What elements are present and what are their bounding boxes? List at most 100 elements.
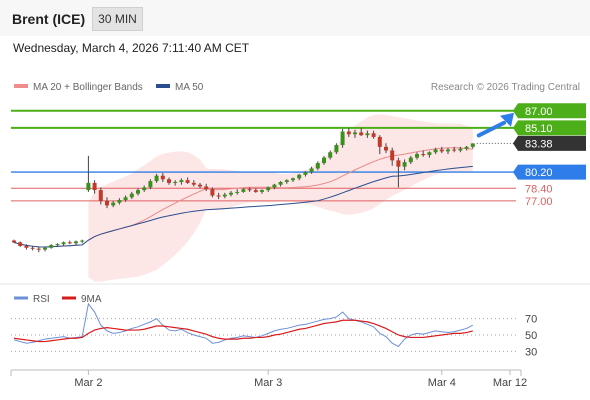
current-level-tag (513, 135, 586, 151)
candle-body (80, 240, 85, 242)
rsi-level-label: 70 (525, 314, 537, 326)
instrument-title: Brent (ICE) (12, 11, 86, 27)
candle-body (446, 149, 450, 152)
candle-body (167, 179, 171, 183)
pivot-level-tag (513, 164, 586, 180)
candle-body (173, 181, 178, 183)
forecast-arrow-head (500, 112, 514, 127)
candle-body (365, 133, 370, 136)
candle-body (421, 154, 426, 156)
candle-body (384, 146, 388, 151)
candle-body (86, 182, 91, 191)
candle-body (18, 242, 23, 246)
candle-body (260, 190, 264, 192)
candle-body (353, 132, 357, 135)
candle-body (191, 182, 196, 185)
candle-body (427, 152, 432, 155)
candle-body (390, 150, 395, 161)
x-axis-tick-label: Mar 12 (493, 377, 527, 389)
rsi-legend-label: RSI (33, 294, 50, 305)
candle-body (303, 172, 308, 175)
support-level-label: 77.00 (525, 196, 553, 208)
candle-body (291, 178, 295, 181)
candle-body (272, 184, 277, 188)
bollinger-band-fill (88, 114, 473, 282)
candle-body (117, 200, 122, 203)
target-level-tag (513, 103, 586, 119)
candle-body (49, 245, 54, 248)
candle-body (402, 162, 407, 167)
timeframe-button[interactable]: 30 MIN (92, 7, 143, 31)
x-axis: Mar 2 Mar 3 Mar 4 Mar 12 (74, 370, 527, 389)
candle-body (55, 244, 60, 246)
candle-body (334, 145, 339, 153)
chart-header: Brent (ICE) 30 MIN (0, 0, 590, 36)
candle-body (253, 190, 258, 192)
candle-body (204, 186, 209, 190)
candle-body (111, 202, 116, 206)
candle-body (123, 197, 128, 201)
candle-body (346, 131, 351, 135)
target-level-tag (513, 120, 586, 136)
candle-body (61, 242, 66, 245)
candle-body (359, 132, 364, 136)
support-level-label: 78.40 (525, 183, 553, 195)
ma50-legend-label: MA 50 (175, 82, 204, 93)
candle-body (179, 180, 184, 182)
candle-body (98, 190, 103, 201)
candle-body (92, 182, 97, 191)
rsi-line (13, 302, 474, 348)
rsi-ma-line (13, 319, 473, 343)
candle-body (198, 184, 202, 187)
candle-body (315, 163, 320, 169)
candle-body (216, 195, 221, 197)
candle-body (284, 180, 289, 182)
candle-body (148, 181, 153, 188)
candle-body (210, 189, 215, 196)
candle-body (12, 240, 16, 243)
copyright-label: Research © 2026 Trading Central (431, 82, 580, 93)
candle-body (36, 248, 41, 250)
candle-body (30, 247, 35, 249)
candle-body (439, 149, 444, 152)
candle-body (452, 149, 457, 151)
candle-body (377, 136, 382, 147)
candle-body (160, 175, 165, 180)
candle-body (105, 200, 109, 206)
candle-body (154, 175, 159, 182)
ma50-line (13, 165, 473, 248)
candle-body (185, 180, 190, 183)
candle-body (309, 168, 314, 173)
x-axis-tick-label: Mar 4 (428, 377, 456, 389)
candle-body (470, 143, 475, 147)
candle-body (297, 174, 302, 179)
ma20-legend-label: MA 20 + Bollinger Bands (33, 82, 143, 93)
forecast-arrow-shaft (476, 120, 506, 138)
candle-body (247, 189, 252, 191)
candle-body (67, 242, 72, 244)
candle-body (74, 241, 78, 244)
candle-body (415, 154, 419, 158)
target-level-label: 87.00 (525, 106, 553, 118)
candle-body (241, 189, 246, 192)
pivot-level-label: 80.20 (525, 167, 553, 179)
candle-body (408, 157, 413, 163)
candle-body (328, 152, 333, 158)
candle-body (142, 187, 147, 191)
x-axis-tick-label: Mar 2 (74, 377, 102, 389)
candle-body (464, 146, 469, 149)
rsi-ma-legend-label: 9MA (81, 294, 102, 305)
candle-body (129, 193, 134, 198)
target-level-label: 85.10 (525, 123, 553, 135)
rsi-level-label: 30 (525, 346, 537, 358)
candle-body (371, 133, 376, 137)
candle-body (43, 247, 47, 250)
current-level-label: 83.38 (525, 138, 553, 150)
candle-body (458, 148, 463, 151)
rsi-plot: 70 50 30 (11, 302, 537, 358)
candle-body (340, 131, 345, 146)
chart-datetime: Wednesday, March 4, 2026 7:11:40 AM CET (13, 41, 250, 55)
candle-body (266, 187, 271, 191)
